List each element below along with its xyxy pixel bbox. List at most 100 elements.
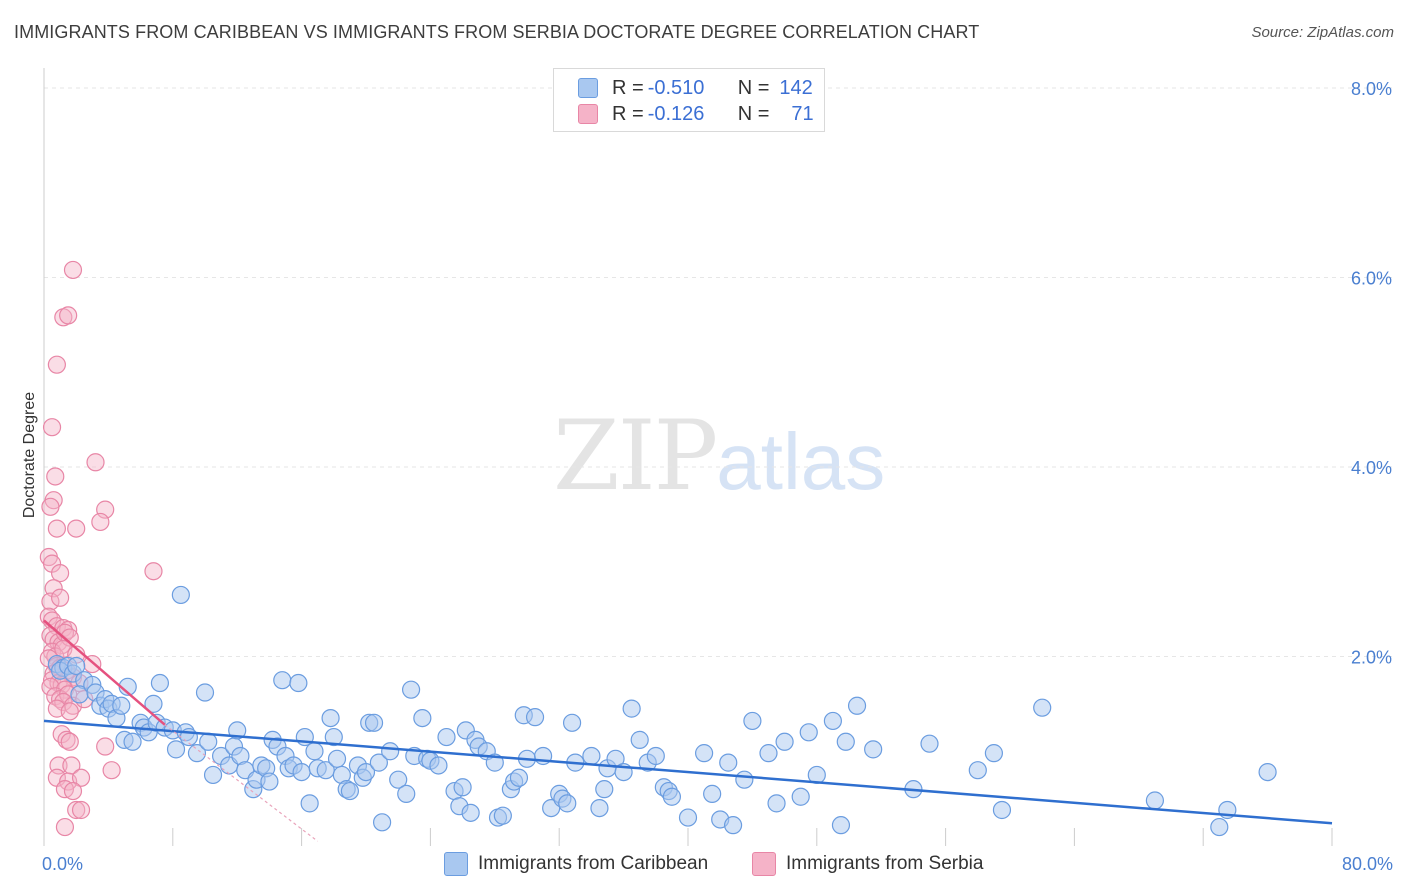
x-tick-label: 0.0% xyxy=(42,854,83,874)
legend-r-label: R = xyxy=(612,102,644,125)
chart-title: IMMIGRANTS FROM CARIBBEAN VS IMMIGRANTS … xyxy=(14,22,980,42)
data-point-serbia xyxy=(59,306,78,325)
bottom-legend-swatch-caribbean xyxy=(444,852,468,876)
legend: R = -0.510 N = 142 R = -0.126 N = 71 xyxy=(553,68,825,132)
data-point-caribbean xyxy=(150,673,170,693)
axes xyxy=(43,68,1333,846)
data-point-serbia xyxy=(47,519,66,538)
data-point-caribbean xyxy=(509,768,529,787)
data-point-caribbean xyxy=(373,813,392,832)
data-point-caribbean xyxy=(493,806,512,825)
legend-r-value: -0.126 xyxy=(647,102,705,125)
data-point-caribbean xyxy=(340,781,359,801)
data-point-serbia xyxy=(71,768,91,787)
data-point-serbia xyxy=(71,800,91,820)
y-tick-label: 4.0% xyxy=(1351,458,1392,478)
bottom-legend-label-serbia: Immigrants from Serbia xyxy=(786,853,984,874)
data-point-caribbean xyxy=(719,753,738,772)
legend-r-label: R = xyxy=(612,76,644,99)
data-point-caribbean xyxy=(799,723,818,742)
data-point-caribbean xyxy=(453,778,472,797)
data-point-serbia xyxy=(67,519,86,538)
data-point-caribbean xyxy=(171,585,190,605)
data-point-serbia xyxy=(63,781,83,801)
data-point-caribbean xyxy=(920,734,939,753)
data-point-caribbean xyxy=(590,798,609,818)
data-point-caribbean xyxy=(67,656,86,676)
data-point-caribbean xyxy=(144,694,163,713)
data-point-caribbean xyxy=(461,803,480,822)
legend-n-label: N = xyxy=(737,102,770,125)
y-tick-label: 8.0% xyxy=(1351,79,1392,99)
data-point-caribbean xyxy=(356,762,376,782)
data-point-caribbean xyxy=(195,683,215,702)
data-point-serbia xyxy=(67,800,86,820)
data-point-caribbean xyxy=(300,794,319,813)
data-point-serbia xyxy=(42,418,62,437)
data-point-serbia xyxy=(41,592,60,611)
data-point-serbia xyxy=(46,467,65,486)
data-point-caribbean xyxy=(622,699,641,718)
series-serbia-points xyxy=(39,260,163,837)
data-point-caribbean xyxy=(791,787,810,806)
data-point-caribbean xyxy=(1033,698,1052,717)
data-point-serbia xyxy=(57,730,76,749)
data-point-caribbean xyxy=(743,711,762,731)
data-point-caribbean xyxy=(1145,791,1165,810)
data-point-caribbean xyxy=(199,732,218,751)
data-point-caribbean xyxy=(836,732,855,751)
watermark-zip: ZIP xyxy=(553,400,718,512)
data-point-caribbean xyxy=(823,711,843,731)
watermark-atlas: atlas xyxy=(716,417,886,506)
data-point-caribbean xyxy=(864,740,883,759)
y-axis-label: Doctorate Degree xyxy=(21,392,38,518)
bottom-legend-swatch-serbia xyxy=(752,852,776,876)
tick-labels: 2.0% 4.0% 6.0% 8.0% 0.0% 80.0% xyxy=(42,79,1393,874)
legend-row-caribbean: R = -0.510 N = 142 xyxy=(578,76,813,100)
data-point-caribbean xyxy=(292,762,311,782)
trend-line-serbia-extension xyxy=(164,724,319,842)
data-point-caribbean xyxy=(112,696,131,715)
data-point-caribbean xyxy=(775,732,794,751)
data-point-serbia xyxy=(41,677,60,696)
data-point-caribbean xyxy=(525,708,545,727)
data-point-caribbean xyxy=(324,727,343,747)
data-point-caribbean xyxy=(558,794,577,813)
data-point-serbia xyxy=(144,562,163,581)
data-point-caribbean xyxy=(123,732,142,751)
data-point-serbia xyxy=(96,737,115,756)
data-point-caribbean xyxy=(369,753,388,772)
data-point-caribbean xyxy=(289,673,308,693)
data-point-caribbean xyxy=(847,696,867,715)
data-point-caribbean xyxy=(437,727,456,747)
data-point-caribbean xyxy=(187,744,207,763)
legend-r-value: -0.510 xyxy=(647,76,705,99)
data-point-serbia xyxy=(86,453,105,472)
bottom-legend-serbia: Immigrants from Serbia xyxy=(752,852,983,876)
x-tick-label: 80.0% xyxy=(1342,854,1393,874)
data-point-caribbean xyxy=(273,671,292,690)
trend-line-serbia xyxy=(43,619,166,726)
data-point-caribbean xyxy=(646,746,665,766)
data-point-serbia xyxy=(41,497,60,516)
data-point-caribbean xyxy=(694,744,714,763)
data-point-caribbean xyxy=(397,784,416,803)
data-point-serbia xyxy=(60,732,79,751)
data-point-serbia xyxy=(55,817,75,837)
data-point-caribbean xyxy=(203,765,223,785)
data-point-caribbean xyxy=(630,730,649,749)
data-point-caribbean xyxy=(984,744,1004,763)
data-point-caribbean xyxy=(992,800,1012,820)
trend-lines xyxy=(43,619,1333,842)
data-point-caribbean xyxy=(166,740,186,759)
data-point-serbia xyxy=(91,512,110,532)
data-point-serbia xyxy=(50,588,70,607)
data-point-caribbean xyxy=(562,713,582,732)
data-point-caribbean xyxy=(678,808,698,827)
data-point-serbia xyxy=(60,628,79,647)
data-point-caribbean xyxy=(228,721,247,740)
legend-row-serbia: R = -0.126 N = 71 xyxy=(578,102,814,126)
data-point-caribbean xyxy=(413,708,432,728)
data-point-caribbean xyxy=(1258,762,1277,782)
